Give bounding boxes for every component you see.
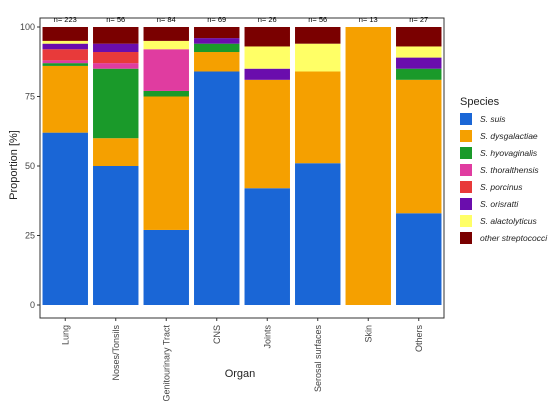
bar-segment: [93, 138, 139, 166]
x-tick-label: Skin: [363, 325, 373, 343]
bar-segment: [295, 27, 341, 44]
x-tick-label: Noses/Tonsils: [111, 325, 121, 381]
bar-segment: [244, 27, 290, 47]
bar-segment: [194, 27, 240, 39]
bar-count-label: n= 56: [308, 15, 327, 24]
bar-segment: [396, 46, 442, 58]
bar-segment: [143, 96, 189, 230]
bar-segment: [345, 27, 391, 305]
bar-count-label: n= 84: [157, 15, 176, 24]
x-tick-label: Others: [414, 325, 424, 353]
bar-segment: [244, 188, 290, 305]
bar-count-label: n= 56: [106, 15, 125, 24]
y-tick-label: 50: [25, 161, 35, 171]
bar-segment: [244, 79, 290, 189]
legend-title: Species: [460, 96, 500, 108]
legend-label: S. thoralthensis: [480, 165, 539, 175]
bar-segment: [194, 38, 240, 44]
x-tick-label: Lung: [60, 325, 70, 345]
bar-segment: [143, 49, 189, 91]
y-axis: 0 25 50 75 100: [20, 22, 40, 310]
bar-count-label: n= 26: [258, 15, 277, 24]
bar-segment: [143, 40, 189, 50]
bar-segment: [244, 46, 290, 69]
legend-label: S. dysgalactiae: [480, 131, 538, 141]
bar-segment: [143, 229, 189, 305]
legend: Species S. suis S. dysgalactiae S. hyovagi…: [460, 96, 548, 244]
y-tick-label: 75: [25, 92, 35, 102]
bar-segment: [42, 27, 88, 41]
bar-segment: [295, 43, 341, 72]
bar-segment: [295, 71, 341, 164]
bar-segment: [194, 71, 240, 305]
bar-segment: [93, 68, 139, 139]
y-tick-label: 100: [20, 22, 35, 32]
x-tick-label: Joints: [262, 325, 272, 349]
bar-segment: [143, 90, 189, 97]
bar-segment: [42, 65, 88, 133]
y-axis-title: Proportion [%]: [8, 130, 20, 200]
bar-segment: [42, 63, 88, 66]
bar-segment: [42, 132, 88, 305]
bar-segment: [93, 166, 139, 305]
bar-segment: [93, 52, 139, 64]
legend-swatch: [460, 198, 472, 210]
bar-segment: [42, 43, 88, 50]
legend-swatch: [460, 113, 472, 125]
legend-label: S. hyovaginalis: [480, 148, 538, 158]
bar-segment: [143, 27, 189, 41]
bar-segment: [42, 40, 88, 44]
y-tick-label: 0: [30, 300, 35, 310]
bar-segment: [42, 49, 88, 61]
legend-swatch: [460, 215, 472, 227]
x-axis-title: Organ: [225, 368, 256, 380]
bar-segment: [194, 43, 240, 53]
bar-count-label: n= 223: [54, 15, 77, 24]
bar-count-label: n= 69: [207, 15, 226, 24]
bar-count-label: n= 13: [359, 15, 378, 24]
legend-swatch: [460, 164, 472, 176]
bar-segment: [194, 52, 240, 72]
legend-label: S. orisratti: [480, 199, 519, 209]
y-tick-label: 25: [25, 231, 35, 241]
bar-segment: [295, 163, 341, 305]
legend-swatch: [460, 130, 472, 142]
bar-segment: [396, 27, 442, 47]
legend-label: S. porcinus: [480, 182, 523, 192]
plot-area: n= 223 n= 56 n= 84 n= 69 n= 26 n= 56 n= 13 n= 2…: [39, 15, 445, 319]
x-tick-label: Serosal surfaces: [313, 325, 323, 393]
bar-segment: [396, 79, 442, 214]
legend-swatch: [460, 232, 472, 244]
bar-count-label: n= 27: [409, 15, 428, 24]
x-tick-label: CNS: [212, 325, 222, 344]
legend-swatch: [460, 181, 472, 193]
x-tick-label: Genitourinary Tract: [161, 325, 171, 402]
x-axis: Lung Noses/Tonsils Genitourinary Tract CNS J…: [60, 318, 424, 402]
bar-segment: [42, 60, 88, 64]
legend-label: other streptococci: [480, 233, 548, 243]
bar-segment: [93, 43, 139, 53]
bar-segment: [396, 57, 442, 69]
bar-segment: [93, 63, 139, 69]
legend-swatch: [460, 147, 472, 159]
bar-segment: [93, 27, 139, 44]
bar-segment: [396, 68, 442, 80]
bar-segment: [244, 68, 290, 80]
bar-segment: [396, 213, 442, 305]
legend-label: S. suis: [480, 114, 506, 124]
panel-border: [39, 17, 445, 319]
legend-label: S. alactolyticus: [480, 216, 537, 226]
